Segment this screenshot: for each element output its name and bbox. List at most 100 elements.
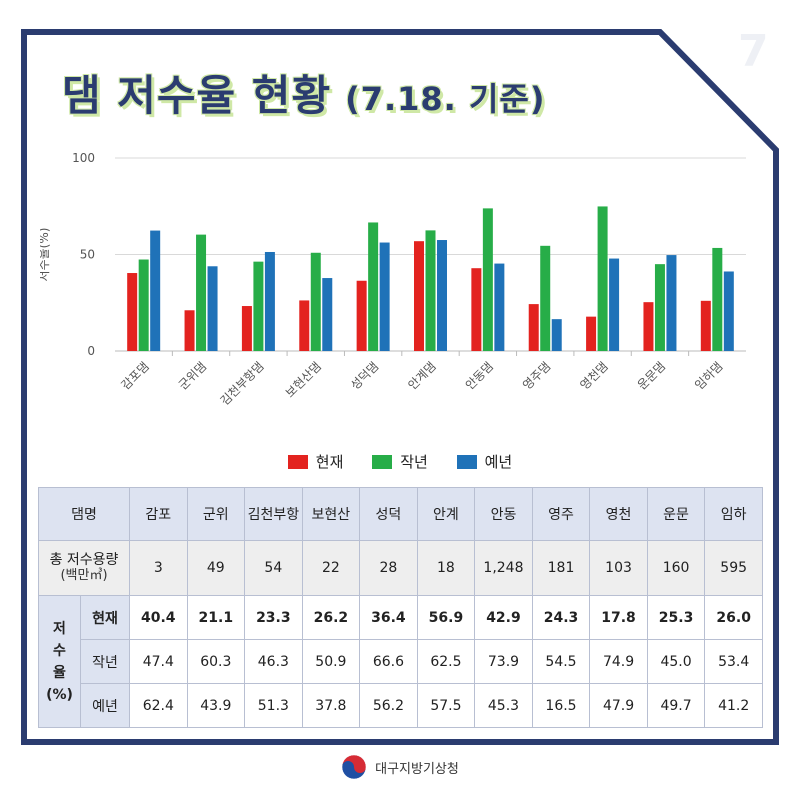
last-year-cell: 62.5 <box>416 639 476 684</box>
y-tick-label: 100 <box>72 151 95 165</box>
bar-normal <box>379 242 390 351</box>
capacity-cell: 18 <box>416 540 476 596</box>
last-year-cell: 54.5 <box>531 639 591 684</box>
last-year-label: 작년 <box>79 639 131 684</box>
rate-label-line: 수 <box>53 642 66 659</box>
org-name: 대구지방기상청 <box>375 761 459 777</box>
capacity-cell: 181 <box>531 540 591 596</box>
legend-item-current: 현재 <box>287 451 344 472</box>
legend-item-normal: 예년 <box>456 451 513 472</box>
bar-normal <box>609 258 620 351</box>
bar-current <box>471 268 482 351</box>
table-header-row: 댐명 감포 군위 김천부항 보현산 성덕 안계 안동 영주 영천 운문 임하 <box>37 487 763 541</box>
bar-last-year <box>597 206 608 351</box>
current-cell: 23.3 <box>244 595 303 640</box>
capacity-label: 총 저수용량 (백만㎥) <box>37 540 131 596</box>
footer: 대구지방기상청 <box>0 754 800 780</box>
bar-chart: 0 50 100 저수율(%) 감포댐 군위댐 김천부항댐 보현산댐 성덕댐 안계댐 안동댐 영주댐 영… <box>40 151 746 409</box>
last-year-cell: 46.3 <box>244 639 303 684</box>
header-dam: 보현산 <box>301 487 361 541</box>
bar-last-year <box>540 245 551 351</box>
table-row-capacity: 총 저수용량 (백만㎥) 3 49 54 22 28 18 1,248 181 103 160 59… <box>37 540 763 596</box>
legend-swatch-normal <box>456 454 477 469</box>
bar-last-year <box>482 208 493 351</box>
normal-cell: 49.7 <box>646 683 706 728</box>
x-tick-label: 안동댐 <box>463 359 496 392</box>
chart-legend: 현재 작년 예년 <box>0 451 800 473</box>
bar-normal <box>666 255 677 351</box>
capacity-cell: 49 <box>186 540 246 596</box>
capacity-cell: 103 <box>589 540 648 596</box>
normal-cell: 47.9 <box>589 683 648 728</box>
legend-swatch-last-year <box>372 454 393 469</box>
bar-current <box>299 300 310 351</box>
current-cell: 42.9 <box>474 595 533 640</box>
bar-normal <box>150 230 161 351</box>
bar-normal <box>264 251 275 351</box>
capacity-cell: 22 <box>301 540 361 596</box>
bar-normal <box>723 271 734 351</box>
normal-cell: 16.5 <box>531 683 591 728</box>
bar-normal <box>437 240 447 351</box>
current-cell: 36.4 <box>359 595 418 640</box>
legend-swatch-current <box>287 454 308 469</box>
last-year-cell: 74.9 <box>589 639 648 684</box>
x-tick-label: 임하댐 <box>692 359 725 392</box>
bar-current <box>241 306 252 351</box>
capacity-cell: 160 <box>646 540 706 596</box>
x-tick-label: 보현산댐 <box>283 359 324 400</box>
x-tick-label: 안계댐 <box>405 359 438 392</box>
normal-cell: 51.3 <box>244 683 303 728</box>
last-year-cell: 53.4 <box>704 639 763 684</box>
legend-label-current: 현재 <box>315 453 344 471</box>
rate-label-line: (%) <box>46 686 73 703</box>
bar-last-year <box>425 230 436 351</box>
bar-last-year <box>310 252 321 351</box>
capacity-unit-text: (백만㎥) <box>60 568 108 583</box>
last-year-cell: 50.9 <box>301 639 361 684</box>
normal-cell: 56.2 <box>359 683 418 728</box>
x-tick-label: 영주댐 <box>520 359 553 392</box>
last-year-cell: 47.4 <box>129 639 188 684</box>
header-dam: 영주 <box>531 487 591 541</box>
header-dam: 영천 <box>589 487 648 541</box>
normal-cell: 43.9 <box>186 683 246 728</box>
bar-current <box>528 304 539 351</box>
normal-label: 예년 <box>79 683 131 728</box>
legend-item-last-year: 작년 <box>372 451 428 472</box>
capacity-label-text: 총 저수용량 <box>49 552 119 568</box>
bar-current <box>414 241 424 351</box>
title-main: 댐 저수율 현황 <box>62 71 332 120</box>
x-tick-label: 김천부항댐 <box>217 359 267 409</box>
header-dam: 운문 <box>646 487 706 541</box>
bar-last-year <box>196 234 207 351</box>
taegeuk-logo-icon <box>341 754 367 780</box>
x-tick-label: 성덕댐 <box>348 359 381 392</box>
current-cell: 24.3 <box>531 595 591 640</box>
current-cell: 40.4 <box>129 595 188 640</box>
bar-normal <box>322 278 333 351</box>
header-dam-name: 댐명 <box>37 487 131 541</box>
current-cell: 26.2 <box>301 595 361 640</box>
header-dam: 임하 <box>704 487 763 541</box>
rate-label-line: 저 <box>53 620 66 637</box>
legend-label-last-year: 작년 <box>400 453 428 471</box>
current-cell: 26.0 <box>704 595 763 640</box>
last-year-cell: 60.3 <box>186 639 246 684</box>
current-cell: 17.8 <box>589 595 648 640</box>
legend-label-normal: 예년 <box>484 453 513 471</box>
table-row-normal: 예년 62.4 43.9 51.3 37.8 56.2 57.5 45.3 16.5 47.9 4… <box>39 683 763 728</box>
rate-label: 저 수 율 (%) <box>38 595 81 728</box>
bar-current <box>127 273 138 351</box>
header-dam: 성덕 <box>359 487 418 541</box>
header-dam: 안동 <box>474 487 533 541</box>
x-tick-label: 영천댐 <box>577 359 611 393</box>
current-cell: 25.3 <box>646 595 706 640</box>
header-dam: 군위 <box>186 487 246 541</box>
bar-last-year <box>253 261 264 351</box>
normal-cell: 62.4 <box>129 683 188 728</box>
current-label: 현재 <box>79 595 131 640</box>
normal-cell: 41.2 <box>704 683 763 728</box>
bar-current <box>184 310 195 351</box>
